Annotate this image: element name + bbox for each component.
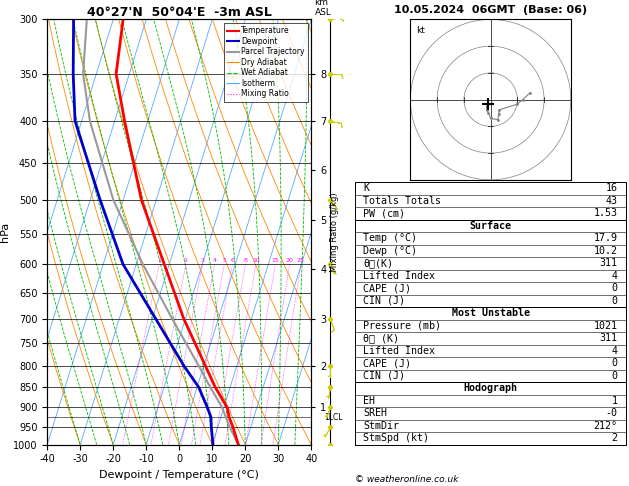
Text: 0: 0 [612,283,618,294]
Text: CIN (J): CIN (J) [364,296,406,306]
Text: Dewp (°C): Dewp (°C) [364,246,418,256]
Title: 40°27'N  50°04'E  -3m ASL: 40°27'N 50°04'E -3m ASL [87,6,272,19]
X-axis label: Dewpoint / Temperature (°C): Dewpoint / Temperature (°C) [99,470,259,480]
Text: CAPE (J): CAPE (J) [364,359,411,368]
Text: 16: 16 [606,184,618,193]
Text: 10.2: 10.2 [594,246,618,256]
Text: 8: 8 [243,258,247,263]
Text: 43: 43 [606,196,618,206]
Text: StmDir: StmDir [364,421,399,431]
Text: Mixing Ratio (g/kg): Mixing Ratio (g/kg) [330,192,339,272]
Text: CIN (J): CIN (J) [364,371,406,381]
Text: K: K [364,184,369,193]
Text: 10: 10 [252,258,260,263]
Text: 2: 2 [184,258,188,263]
Text: km
ASL: km ASL [314,0,331,17]
Text: 25: 25 [297,258,305,263]
Text: 0: 0 [612,371,618,381]
Text: 1: 1 [157,258,161,263]
Text: 3: 3 [201,258,204,263]
Text: 1.53: 1.53 [594,208,618,219]
Text: © weatheronline.co.uk: © weatheronline.co.uk [355,474,459,484]
Text: θᴄ(K): θᴄ(K) [364,259,394,268]
Y-axis label: hPa: hPa [0,222,10,242]
Legend: Temperature, Dewpoint, Parcel Trajectory, Dry Adiabat, Wet Adiabat, Isotherm, Mi: Temperature, Dewpoint, Parcel Trajectory… [224,23,308,102]
Text: 4: 4 [612,346,618,356]
Text: 0: 0 [612,359,618,368]
Text: 4: 4 [213,258,216,263]
Text: CAPE (J): CAPE (J) [364,283,411,294]
Text: θᴄ (K): θᴄ (K) [364,333,399,344]
Text: -0: -0 [606,408,618,418]
Text: 0: 0 [612,296,618,306]
Text: Totals Totals: Totals Totals [364,196,442,206]
Text: 311: 311 [599,259,618,268]
Text: 17.9: 17.9 [594,233,618,243]
Text: Surface: Surface [470,221,511,231]
Text: Hodograph: Hodograph [464,383,518,394]
Text: 20: 20 [286,258,294,263]
Text: 6: 6 [230,258,235,263]
Text: 15: 15 [272,258,279,263]
Text: Lifted Index: Lifted Index [364,271,435,281]
Text: 1021: 1021 [594,321,618,331]
Text: SREH: SREH [364,408,387,418]
Text: kt: kt [416,26,425,35]
Text: Pressure (mb): Pressure (mb) [364,321,442,331]
Text: 2: 2 [612,434,618,443]
Text: 10.05.2024  06GMT  (Base: 06): 10.05.2024 06GMT (Base: 06) [394,4,587,15]
Text: PW (cm): PW (cm) [364,208,406,219]
Text: 4: 4 [612,271,618,281]
Text: 311: 311 [599,333,618,344]
Text: Most Unstable: Most Unstable [452,309,530,318]
Text: 1LCL: 1LCL [325,413,343,422]
Text: Temp (°C): Temp (°C) [364,233,418,243]
Text: Lifted Index: Lifted Index [364,346,435,356]
Text: 5: 5 [223,258,226,263]
Text: 1: 1 [612,396,618,406]
Text: StmSpd (kt): StmSpd (kt) [364,434,430,443]
Text: EH: EH [364,396,376,406]
Text: 212°: 212° [594,421,618,431]
